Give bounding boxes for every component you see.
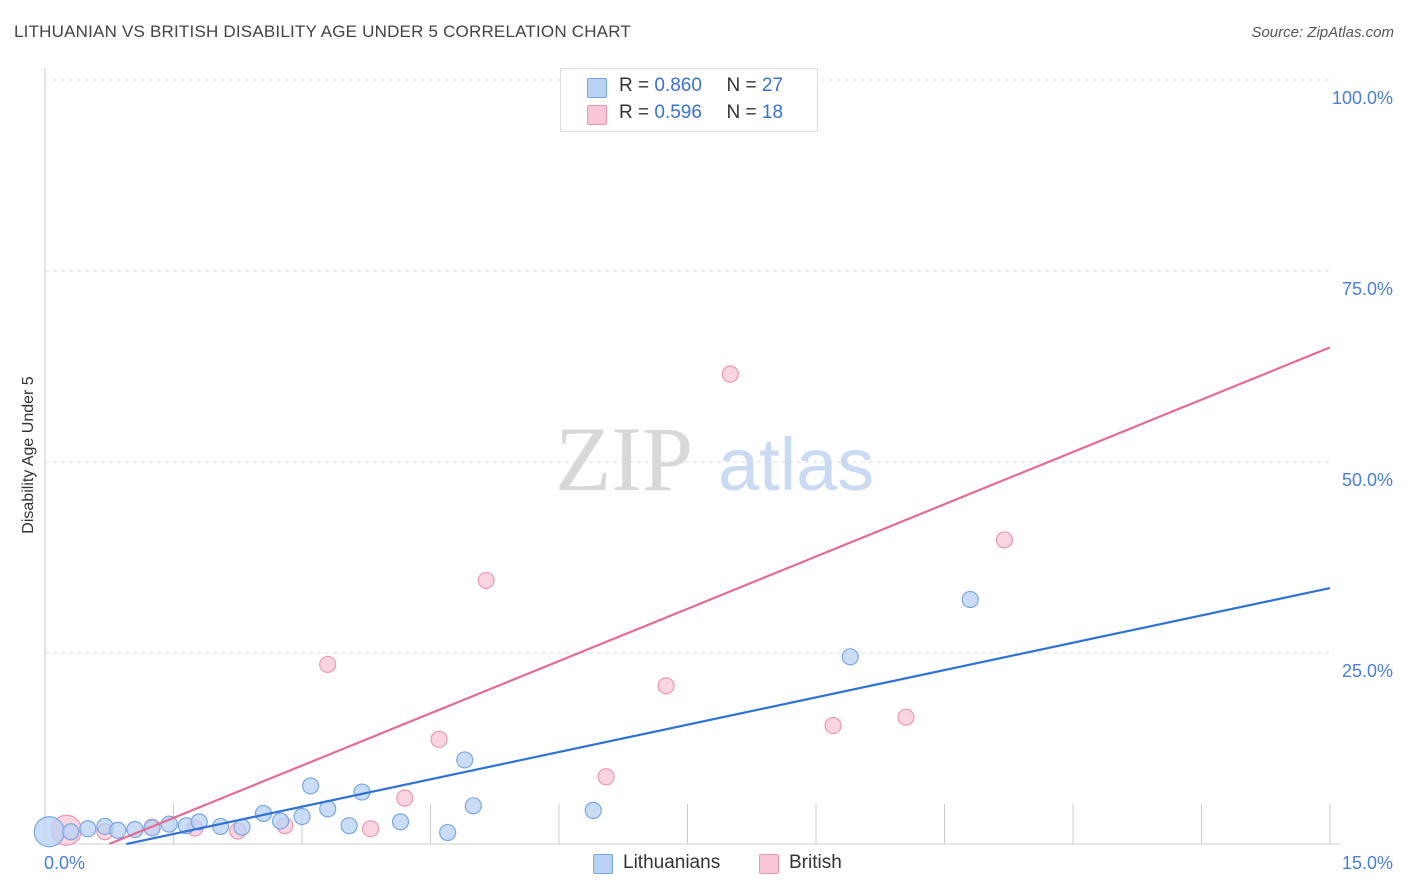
trend-lines xyxy=(108,346,1331,846)
correlation-legend: R = 0.860 N = 27 R = 0.596 N = 18 xyxy=(560,68,818,132)
watermark-zip: ZIP xyxy=(555,408,693,510)
point-lithuanians xyxy=(190,813,208,831)
legend-swatch-british xyxy=(587,105,607,125)
trend-line-british xyxy=(108,346,1331,846)
point-british xyxy=(396,789,414,807)
y-tick-label: 25.0% xyxy=(1342,661,1393,681)
legend-r-label: R = xyxy=(619,75,650,96)
point-lithuanians xyxy=(584,801,602,819)
point-british xyxy=(430,730,448,748)
point-british xyxy=(319,655,337,674)
watermark-atlas: atlas xyxy=(718,423,874,506)
legend-n-value-british: 18 xyxy=(761,102,784,123)
legend-r-value-british: 0.596 xyxy=(654,102,702,123)
y-tick-label: 100.0% xyxy=(1332,88,1393,108)
chart-title: LITHUANIAN VS BRITISH DISABILITY AGE UND… xyxy=(14,22,631,41)
bottom-legend-swatch-british xyxy=(759,854,779,874)
y-tick-label: 50.0% xyxy=(1342,470,1393,490)
y-tick-labels: 25.0% 50.0% 75.0% 100.0% xyxy=(1332,88,1393,681)
point-lithuanians xyxy=(293,807,311,826)
legend-r-label: R = xyxy=(619,102,650,123)
point-lithuanians xyxy=(301,777,320,795)
source-label: Source: ZipAtlas.com xyxy=(1251,24,1394,41)
point-lithuanians xyxy=(456,751,474,769)
point-british xyxy=(597,768,615,786)
y-tick-label: 75.0% xyxy=(1342,279,1393,299)
point-lithuanians xyxy=(391,813,410,831)
gridlines xyxy=(45,79,1330,654)
point-lithuanians xyxy=(33,816,65,848)
point-lithuanians xyxy=(271,812,290,830)
point-british xyxy=(824,716,842,735)
legend-n-value-lithuanians: 27 xyxy=(761,75,784,96)
trend-line-lithuanians xyxy=(126,586,1331,846)
x-axis-ticks xyxy=(173,804,1331,844)
legend-r-value-lithuanians: 0.860 xyxy=(654,75,702,96)
legend-swatch-lithuanians xyxy=(587,78,607,98)
bottom-legend-label-british: British xyxy=(789,852,842,873)
point-lithuanians xyxy=(79,820,97,838)
point-british xyxy=(477,571,495,590)
point-lithuanians xyxy=(212,817,230,836)
point-lithuanians xyxy=(439,823,457,842)
point-lithuanians xyxy=(62,823,80,841)
legend-n-label: N = xyxy=(726,102,757,123)
point-british xyxy=(657,677,675,695)
x-tick-label-min: 0.0% xyxy=(44,853,85,873)
point-british xyxy=(995,531,1014,549)
point-british xyxy=(897,708,915,726)
point-british xyxy=(361,820,380,838)
point-lithuanians xyxy=(109,821,127,839)
point-lithuanians xyxy=(961,590,979,609)
point-lithuanians xyxy=(841,648,859,666)
point-lithuanians xyxy=(464,797,482,815)
x-tick-label-max: 15.0% xyxy=(1342,853,1393,873)
bottom-legend-swatch-lithuanians xyxy=(593,854,613,874)
point-lithuanians xyxy=(340,817,358,835)
point-british xyxy=(721,365,739,383)
bottom-legend-label-lithuanians: Lithuanians xyxy=(623,852,721,873)
legend-n-label: N = xyxy=(726,75,757,96)
